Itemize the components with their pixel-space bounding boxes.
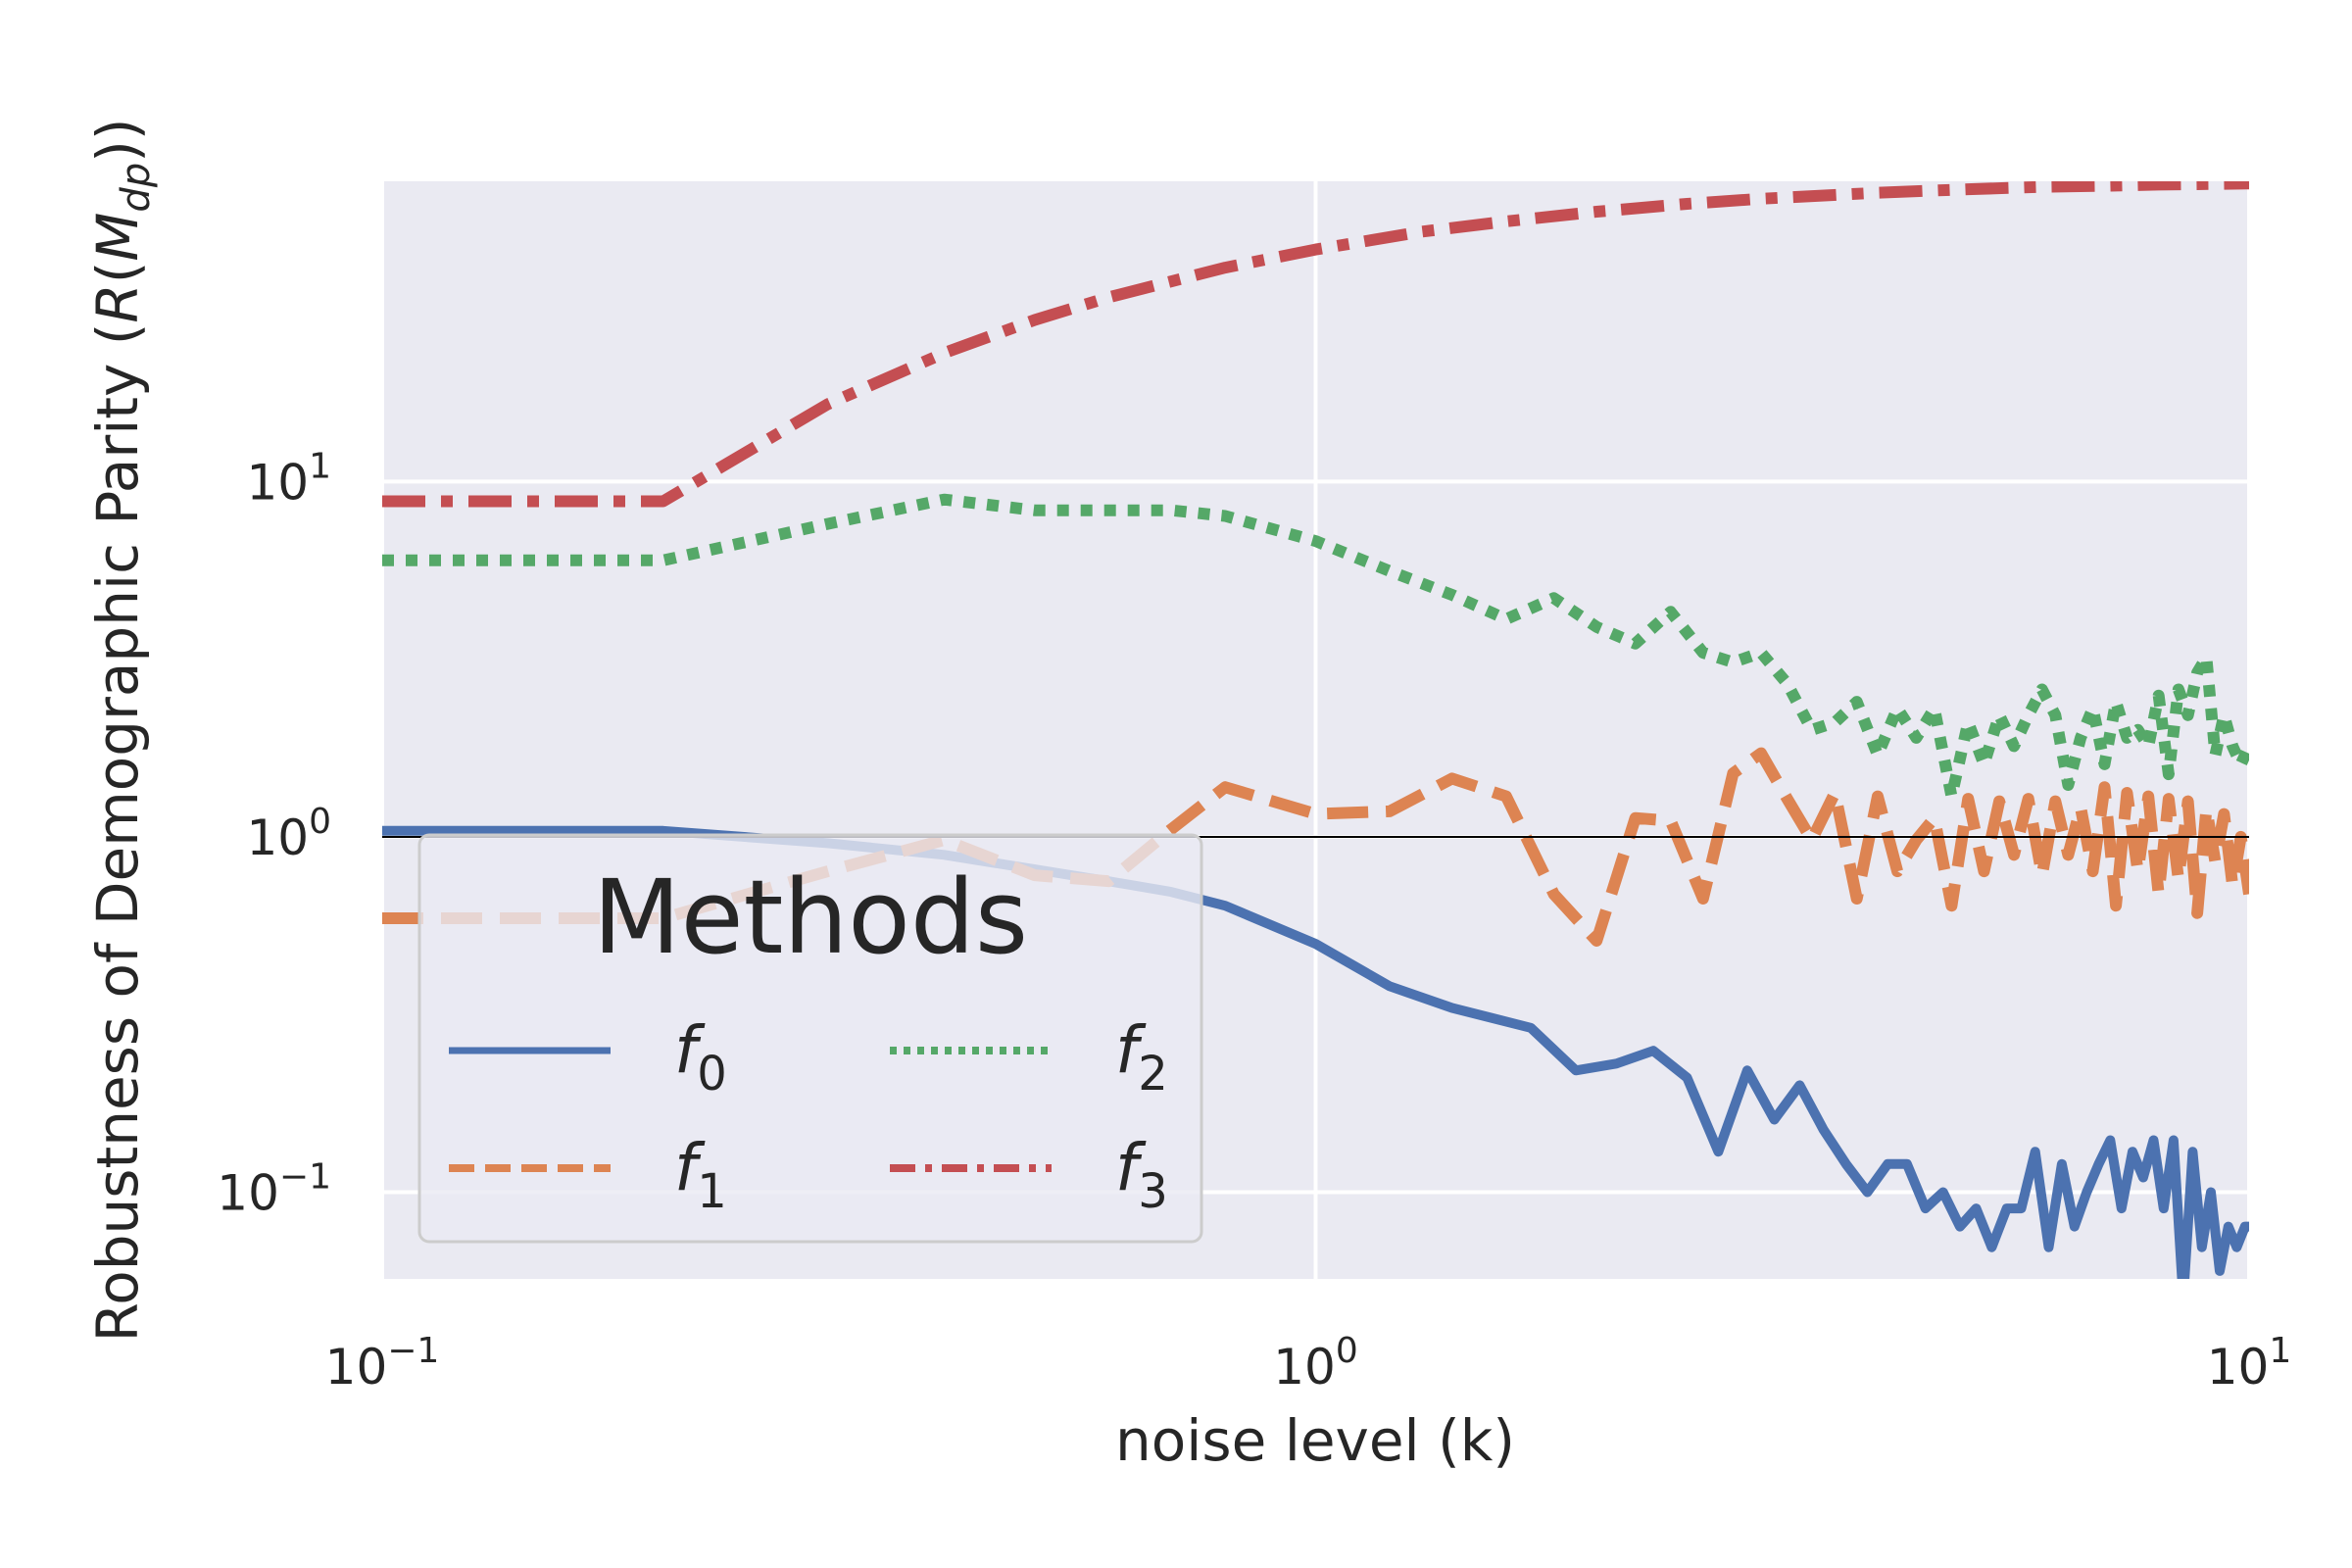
x-tick-labels: 10−1 100 101 <box>325 1331 2292 1396</box>
x-tick-label: 100 <box>1273 1331 1358 1396</box>
series-line-f1 <box>382 747 2249 947</box>
legend-box <box>417 833 1203 1244</box>
series-line-f0 <box>382 825 2249 1279</box>
y-axis-label-r: R <box>84 283 151 322</box>
y-axis-label-paren-open: ( <box>84 262 151 284</box>
x-tick-label: 101 <box>2207 1331 2292 1396</box>
y-tick-labels: 10−1 100 101 <box>217 446 331 1221</box>
y-tick-label: 100 <box>246 802 331 866</box>
y-axis-label-paren-close: )) <box>84 119 151 163</box>
x-tick-label: 10−1 <box>325 1331 440 1396</box>
y-axis-label-sub: dp <box>114 163 159 213</box>
y-tick-label: 10−1 <box>217 1156 331 1221</box>
y-axis-label: Robustness of Demographic Parity (R(Mdp)… <box>84 119 159 1343</box>
y-axis-label-text: Robustness of Demographic Parity ( <box>84 323 151 1343</box>
series-line-f2 <box>382 493 2249 803</box>
y-tick-label: 101 <box>246 446 331 511</box>
y-axis-label-m: M <box>84 213 151 262</box>
legend-title: Methods <box>593 858 1028 977</box>
x-axis-label: noise level (k) <box>1115 1407 1515 1474</box>
